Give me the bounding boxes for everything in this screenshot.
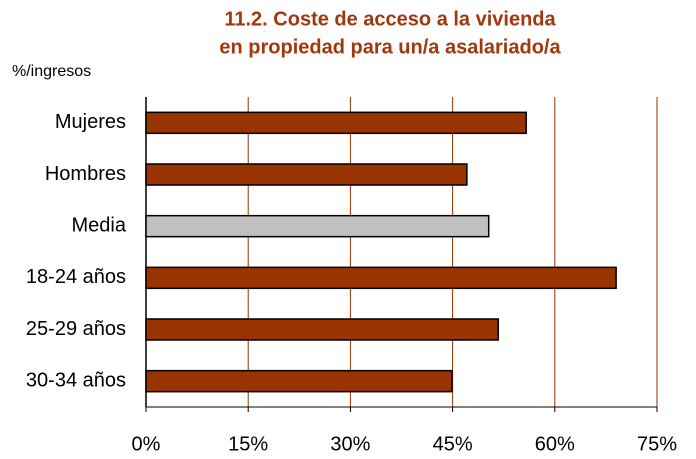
x-tick-label: 60%: [535, 433, 575, 455]
bar: [145, 318, 499, 341]
x-tick-label: 15%: [228, 433, 268, 455]
chart-title: 11.2. Coste de acceso a la vivienda: [224, 8, 556, 30]
axis-label: %/ingresos: [12, 63, 91, 80]
chart-title: en propiedad para un/a asalariado/a: [219, 36, 561, 58]
bar: [145, 214, 490, 238]
y-tick-label: 30-34 años: [26, 369, 126, 391]
y-tick-label: Hombres: [45, 163, 126, 185]
bar: [145, 369, 453, 393]
bar: [145, 163, 468, 186]
x-tick-label: 30%: [330, 433, 370, 455]
x-tick-label: 45%: [433, 433, 473, 455]
y-tick-label: Media: [72, 214, 127, 236]
y-tick-label: Mujeres: [55, 111, 126, 133]
y-tick-label: 25-29 años: [26, 318, 126, 340]
y-tick-label: 18-24 años: [26, 266, 126, 288]
x-tick-label: 0%: [132, 433, 161, 455]
bar: [145, 111, 527, 135]
bar: [145, 266, 617, 290]
x-tick-label: 75%: [637, 433, 677, 455]
